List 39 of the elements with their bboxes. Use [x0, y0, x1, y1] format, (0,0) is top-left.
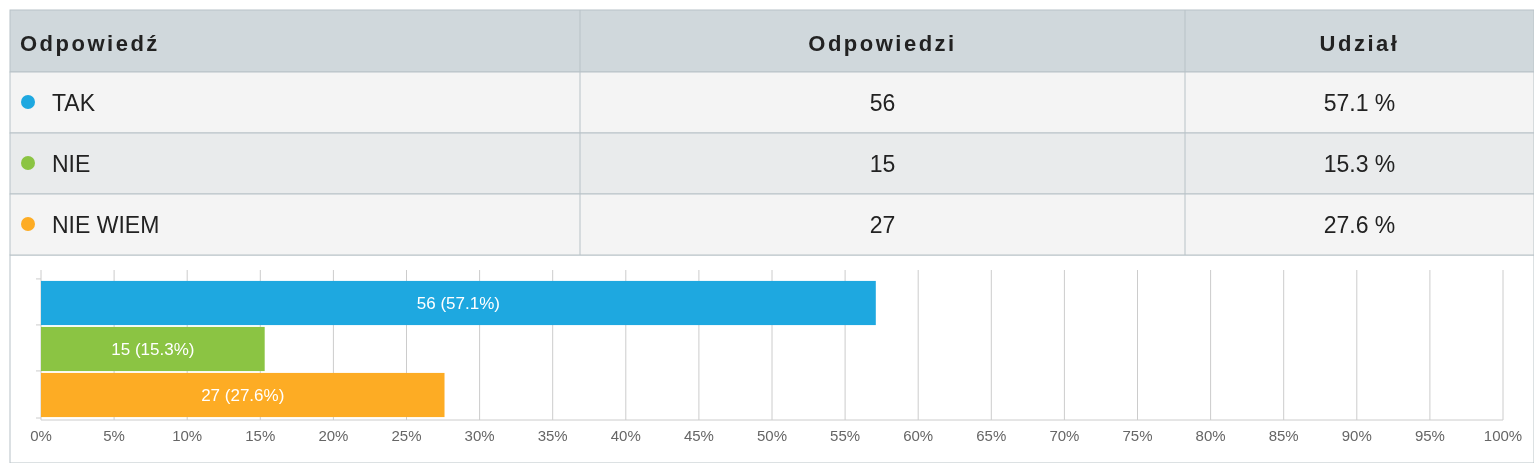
x-tick-label: 65%: [976, 427, 1007, 444]
text: 15.3 %: [1323, 151, 1396, 177]
text: Odpowiedź: [20, 31, 160, 56]
text: 15: [869, 151, 896, 177]
x-tick-label: 80%: [1195, 427, 1226, 444]
category-label: NIE: [52, 151, 91, 177]
x-tick-label: 95%: [1414, 427, 1445, 444]
category-label: NIE WIEM: [52, 212, 160, 238]
x-tick-label: 5%: [103, 427, 125, 444]
text: 56: [869, 90, 896, 116]
x-tick-label: 10%: [172, 427, 203, 444]
bar: [41, 326, 265, 372]
x-tick-label: 90%: [1341, 427, 1372, 444]
bar: [41, 372, 445, 418]
x-tick-label: 40%: [610, 427, 641, 444]
text: Odpowiedzi: [808, 31, 957, 56]
x-tick-label: 100%: [1483, 427, 1523, 444]
x-tick-label: 15%: [245, 427, 276, 444]
x-tick-label: 75%: [1122, 427, 1153, 444]
text: 27: [869, 212, 896, 238]
x-tick-label: 50%: [756, 427, 788, 444]
x-tick-label: 25%: [391, 427, 422, 444]
x-tick-label: 0%: [30, 427, 52, 444]
x-tick-label: 35%: [537, 427, 568, 444]
text: Udział: [1319, 31, 1400, 56]
text: 27.6 %: [1323, 212, 1396, 238]
x-tick-label: 70%: [1049, 427, 1080, 444]
x-tick-label: 85%: [1268, 427, 1299, 444]
x-tick-label: 20%: [318, 427, 349, 444]
data-label: 56 (57.1%): [416, 294, 500, 313]
x-tick-label: 45%: [683, 427, 714, 444]
x-tick-label: 60%: [903, 427, 934, 444]
x-tick-label: 55%: [830, 427, 861, 444]
data-label: 27 (27.6%): [201, 386, 285, 405]
x-tick-label: 30%: [464, 427, 495, 444]
data-label: 15 (15.3%): [111, 340, 195, 359]
text: 57.1 %: [1323, 90, 1396, 116]
category-label: TAK: [52, 90, 96, 116]
bar: [41, 280, 876, 326]
